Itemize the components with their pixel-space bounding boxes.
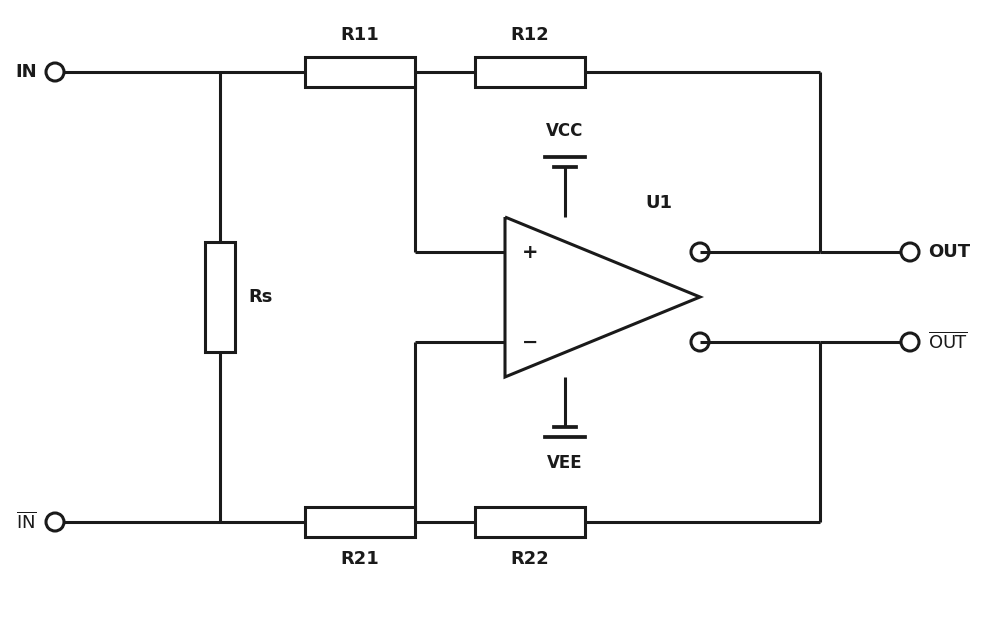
- Text: R21: R21: [341, 550, 379, 568]
- Text: R12: R12: [511, 26, 549, 44]
- Text: U1: U1: [645, 194, 672, 212]
- Bar: [475, 57, 585, 87]
- Text: −: −: [522, 333, 538, 351]
- Text: VEE: VEE: [547, 454, 583, 472]
- Text: IN: IN: [15, 63, 37, 81]
- Bar: [475, 507, 585, 537]
- Text: $\mathregular{\overline{IN}}$: $\mathregular{\overline{IN}}$: [16, 512, 37, 532]
- Bar: [305, 57, 415, 87]
- Text: R11: R11: [341, 26, 379, 44]
- Bar: [205, 242, 235, 352]
- Text: $\mathregular{\overline{OUT}}$: $\mathregular{\overline{OUT}}$: [928, 332, 968, 353]
- Text: R22: R22: [511, 550, 549, 568]
- Text: VCC: VCC: [546, 122, 584, 140]
- Text: +: +: [522, 243, 538, 261]
- Text: OUT: OUT: [928, 243, 970, 261]
- Bar: [305, 507, 415, 537]
- Text: Rs: Rs: [248, 288, 272, 306]
